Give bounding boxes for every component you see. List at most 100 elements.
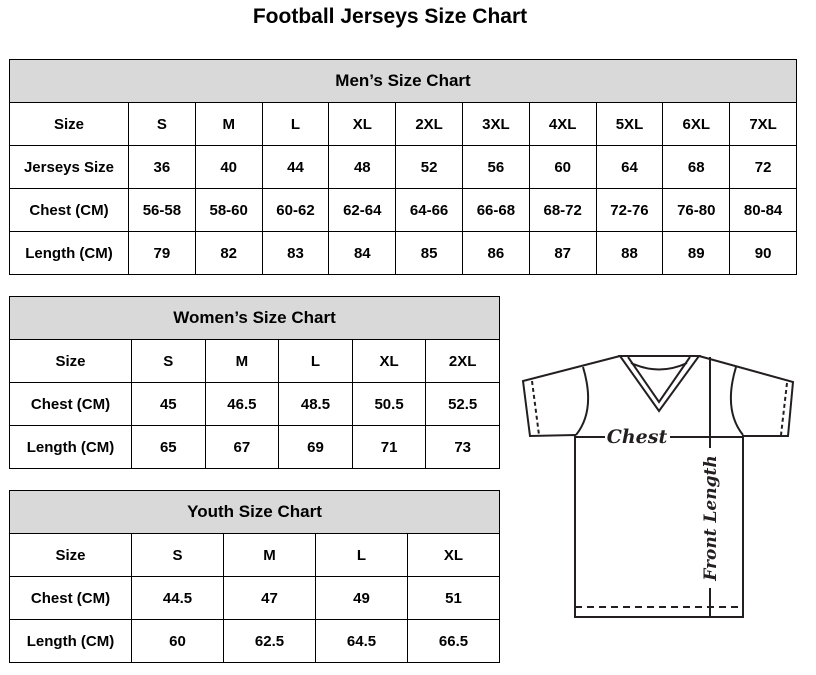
table-cell: 76-80 (662, 188, 731, 232)
table-cell: 44.5 (131, 576, 224, 620)
table-heading: Men’s Size Chart (9, 59, 797, 103)
table-cell: L (278, 339, 353, 383)
right-armhole (729, 366, 744, 436)
table-cell: 56-58 (128, 188, 196, 232)
table-cell: 64-66 (395, 188, 463, 232)
table-cell: 89 (662, 231, 731, 275)
row-label: Chest (CM) (9, 188, 129, 232)
table-cell: 58-60 (194, 188, 263, 232)
table-cell: 68-72 (528, 188, 597, 232)
table-cell: 4XL (528, 102, 597, 146)
row-label: Size (9, 102, 129, 146)
table-cell: 49 (315, 576, 408, 620)
table-row: Chest (CM) 45 46.5 48.5 50.5 52.5 (9, 382, 500, 426)
table-cell: S (131, 533, 224, 577)
table-cell: 3XL (461, 102, 530, 146)
table-cell: 66-68 (461, 188, 530, 232)
table-cell: 5XL (595, 102, 664, 146)
table-cell: 79 (128, 231, 196, 275)
womens-size-table: Women’s Size Chart Size S M L XL 2XL Chest (CM)… (9, 296, 500, 469)
table-cell: 48.5 (278, 382, 353, 426)
table-cell: 56 (461, 145, 530, 189)
row-label: Size (9, 533, 132, 577)
table-row: Size S M L XL (9, 533, 500, 577)
table-cell: 67 (204, 425, 280, 469)
table-cell: 2XL (425, 339, 500, 383)
table-cell: 64.5 (315, 619, 408, 663)
table-cell: M (223, 533, 316, 577)
table-cell: 2XL (395, 102, 463, 146)
table-cell: 72 (729, 145, 797, 189)
table-cell: 36 (128, 145, 196, 189)
table-cell: 84 (328, 231, 397, 275)
row-label: Length (CM) (9, 619, 132, 663)
table-cell: 62.5 (223, 619, 316, 663)
table-cell: 86 (461, 231, 530, 275)
jersey-outline (521, 355, 795, 618)
table-cell: 62-64 (328, 188, 397, 232)
table-cell: 60 (131, 619, 224, 663)
table-cell: 40 (194, 145, 263, 189)
table-row: Length (CM) 79 82 83 84 85 86 87 88 89 90 (9, 231, 797, 275)
row-label: Size (9, 339, 132, 383)
table-cell: 73 (425, 425, 500, 469)
table-row: Chest (CM) 44.5 47 49 51 (9, 576, 500, 620)
table-cell: 66.5 (407, 619, 500, 663)
table-cell: 48 (328, 145, 397, 189)
table-cell: 60-62 (261, 188, 330, 232)
table-cell: 46.5 (204, 382, 280, 426)
jersey-collar (618, 355, 701, 413)
left-armhole (575, 366, 590, 436)
table-cell: XL (351, 339, 427, 383)
table-heading: Youth Size Chart (9, 490, 500, 534)
table-cell: 87 (528, 231, 597, 275)
table-row: Size S M L XL 2XL 3XL 4XL 5XL 6XL 7XL (9, 102, 797, 146)
table-cell: 51 (407, 576, 500, 620)
table-cell: 85 (395, 231, 463, 275)
page-title: Football Jerseys Size Chart (252, 5, 528, 28)
table-cell: XL (407, 533, 500, 577)
table-row: Jerseys Size 36 40 44 48 52 56 60 64 68 72 (9, 145, 797, 189)
youth-size-table: Youth Size Chart Size S M L XL Chest (CM) 44.5 4… (9, 490, 500, 663)
row-label: Length (CM) (9, 425, 132, 469)
table-cell: S (128, 102, 196, 146)
chest-label: Chest (607, 426, 668, 448)
table-cell: 80-84 (729, 188, 797, 232)
table-cell: XL (328, 102, 397, 146)
mens-size-table: Men’s Size Chart Size S M L XL 2XL 3XL 4XL 5XL 6XL… (9, 59, 797, 275)
table-cell: 64 (595, 145, 664, 189)
table-cell: 68 (662, 145, 731, 189)
table-cell: 90 (729, 231, 797, 275)
table-cell: 72-76 (595, 188, 664, 232)
table-cell: M (194, 102, 263, 146)
table-cell: 82 (194, 231, 263, 275)
table-cell: 83 (261, 231, 330, 275)
row-label: Chest (CM) (9, 576, 132, 620)
table-cell: S (131, 339, 206, 383)
row-label: Jerseys Size (9, 145, 129, 189)
front-length-label: Front Length (701, 455, 721, 581)
table-cell: 44 (261, 145, 330, 189)
table-cell: 50.5 (351, 382, 427, 426)
table-cell: 88 (595, 231, 664, 275)
table-heading: Women’s Size Chart (9, 296, 500, 340)
table-row: Length (CM) 65 67 69 71 73 (9, 425, 500, 469)
row-label: Chest (CM) (9, 382, 132, 426)
table-row: Length (CM) 60 62.5 64.5 66.5 (9, 619, 500, 663)
right-sleeve-stitch (780, 382, 788, 436)
table-row: Chest (CM) 56-58 58-60 60-62 62-64 64-66 66-68… (9, 188, 797, 232)
table-cell: 69 (278, 425, 353, 469)
row-label: Length (CM) (9, 231, 129, 275)
table-cell: 52 (395, 145, 463, 189)
table-row: Size S M L XL 2XL (9, 339, 500, 383)
table-cell: 52.5 (425, 382, 500, 426)
table-cell: M (204, 339, 280, 383)
table-cell: 60 (528, 145, 597, 189)
left-sleeve-stitch (531, 380, 540, 436)
table-cell: 6XL (662, 102, 731, 146)
table-cell: 7XL (729, 102, 797, 146)
table-cell: L (315, 533, 408, 577)
table-cell: 65 (131, 425, 206, 469)
table-cell: L (261, 102, 330, 146)
